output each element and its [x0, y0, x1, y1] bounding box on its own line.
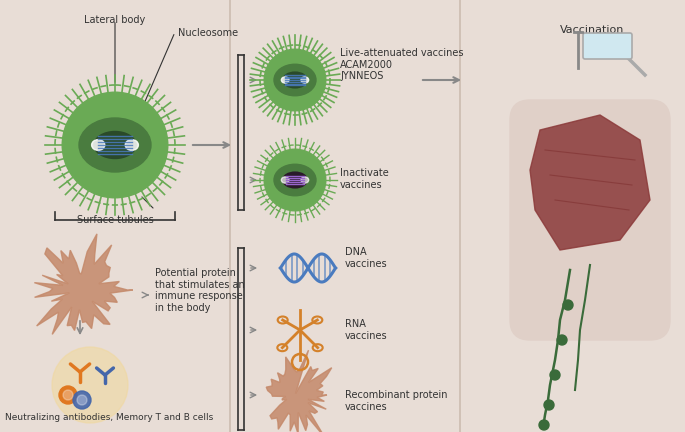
- Ellipse shape: [92, 140, 105, 150]
- Circle shape: [59, 386, 77, 404]
- Ellipse shape: [282, 77, 289, 83]
- Circle shape: [62, 92, 168, 198]
- Polygon shape: [34, 234, 133, 334]
- Ellipse shape: [79, 118, 151, 172]
- Ellipse shape: [94, 131, 136, 159]
- Text: Neutralizing antibodies, Memory T and B cells: Neutralizing antibodies, Memory T and B …: [5, 413, 213, 422]
- Ellipse shape: [283, 172, 308, 188]
- Polygon shape: [266, 350, 332, 432]
- Circle shape: [539, 420, 549, 430]
- Text: RNA
vaccines: RNA vaccines: [345, 319, 388, 341]
- Text: Surface tubules: Surface tubules: [77, 215, 153, 225]
- Ellipse shape: [125, 140, 138, 150]
- Circle shape: [264, 49, 326, 111]
- Text: Potential protein
that stimulates an
immune response
in the body: Potential protein that stimulates an imm…: [155, 268, 245, 313]
- Ellipse shape: [283, 72, 308, 88]
- Circle shape: [52, 347, 128, 423]
- Ellipse shape: [301, 177, 309, 183]
- Circle shape: [544, 400, 554, 410]
- Text: DNA
vaccines: DNA vaccines: [345, 247, 388, 269]
- Circle shape: [77, 395, 87, 405]
- Text: Nucleosome: Nucleosome: [178, 28, 238, 38]
- Ellipse shape: [301, 77, 309, 83]
- Ellipse shape: [282, 177, 289, 183]
- Text: Lateral body: Lateral body: [84, 15, 146, 25]
- Circle shape: [264, 149, 326, 211]
- Text: Live-attenuated vaccines
ACAM2000
JYNNEOS: Live-attenuated vaccines ACAM2000 JYNNEO…: [340, 48, 464, 81]
- Ellipse shape: [274, 64, 316, 96]
- Circle shape: [550, 370, 560, 380]
- Circle shape: [73, 391, 91, 409]
- FancyBboxPatch shape: [583, 33, 632, 59]
- Circle shape: [557, 335, 567, 345]
- Polygon shape: [530, 115, 650, 250]
- Text: Inactivate
vaccines: Inactivate vaccines: [340, 168, 389, 190]
- Circle shape: [63, 390, 73, 400]
- Text: Recombinant protein
vaccines: Recombinant protein vaccines: [345, 390, 447, 412]
- FancyBboxPatch shape: [510, 100, 670, 340]
- Text: Vaccination: Vaccination: [560, 25, 624, 35]
- Ellipse shape: [274, 164, 316, 196]
- Circle shape: [563, 300, 573, 310]
